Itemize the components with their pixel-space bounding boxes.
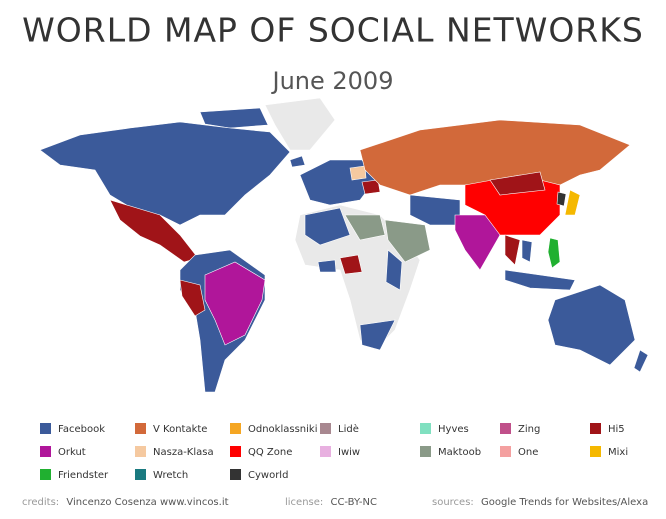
legend-swatch	[320, 446, 331, 457]
legend-swatch	[135, 469, 146, 480]
subtitle: June 2009	[271, 67, 394, 95]
legend-swatch	[40, 446, 51, 457]
legend-label: Friendster	[58, 470, 109, 481]
legend-label: Mixi	[608, 447, 628, 458]
legend-label: Hyves	[438, 424, 469, 435]
legend-label: Iwiw	[338, 447, 360, 458]
legend-label: Zing	[518, 424, 540, 435]
legend-label: Hi5	[608, 424, 625, 435]
credits: Vincenzo Cosenza www.vincos.it	[66, 497, 228, 508]
legend-label: Nasza-Klasa	[153, 447, 214, 458]
legend-swatch	[590, 446, 601, 457]
legend: Facebook V Kontakte Odnoklassniki Lidè Hyves…	[40, 423, 628, 481]
legend-label: Maktoob	[438, 447, 481, 458]
legend-swatch	[320, 423, 331, 434]
legend-swatch	[135, 423, 146, 434]
legend-swatch	[135, 446, 146, 457]
legend-swatch	[500, 446, 511, 457]
legend-label: V Kontakte	[153, 424, 207, 435]
legend-label: QQ Zone	[248, 447, 292, 458]
legend-swatch	[590, 423, 601, 434]
legend-label: Orkut	[58, 447, 86, 458]
world-map	[39, 97, 649, 393]
license-label: license:	[285, 497, 323, 508]
legend-swatch	[500, 423, 511, 434]
sources-label: sources:	[432, 497, 474, 508]
sources: Google Trends for Websites/Alexa	[481, 497, 648, 508]
footer-line: credits: Vincenzo Cosenza www.vincos.it …	[22, 497, 648, 508]
legend-swatch	[420, 446, 431, 457]
title: WORLD MAP OF SOCIAL NETWORKS	[22, 11, 644, 50]
legend-label: Odnoklassniki	[248, 424, 317, 435]
legend-label: One	[518, 447, 538, 458]
legend-swatch	[230, 423, 241, 434]
legend-label: Facebook	[58, 424, 105, 435]
license: CC-BY-NC	[330, 497, 377, 508]
legend-label: Wretch	[153, 470, 188, 481]
legend-label: Lidè	[338, 423, 359, 435]
legend-swatch	[420, 423, 431, 434]
legend-label: Cyworld	[248, 470, 288, 481]
legend-swatch	[40, 469, 51, 480]
legend-swatch	[230, 446, 241, 457]
legend-swatch	[230, 469, 241, 480]
legend-swatch	[40, 423, 51, 434]
credits-label: credits:	[22, 497, 59, 508]
